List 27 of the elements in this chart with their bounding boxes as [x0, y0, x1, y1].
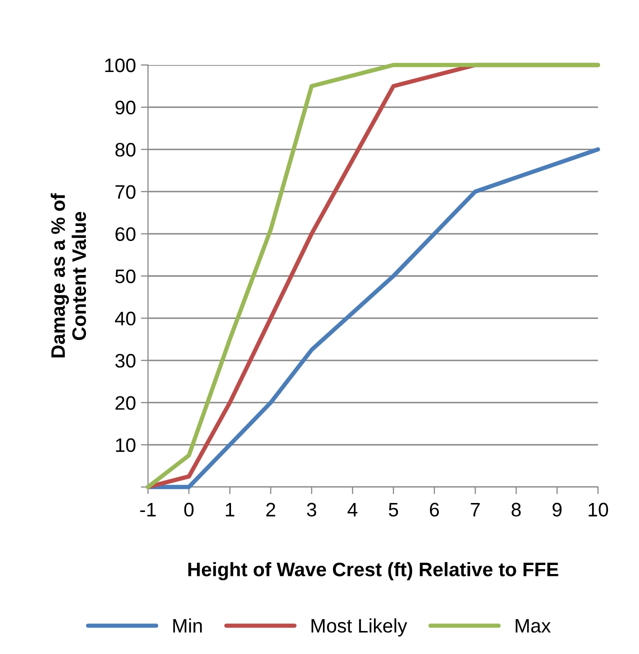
y-tick-label: 50 — [115, 269, 136, 284]
x-tick-label: 4 — [348, 502, 358, 516]
x-tick-label: 2 — [266, 502, 276, 516]
x-tick-label: 5 — [388, 502, 398, 517]
legend-label: Min — [173, 618, 202, 632]
x-tick-label: 0 — [184, 502, 194, 517]
y-tick-label: 100 — [105, 58, 136, 72]
y-axis-title: Damage as a % of Content Value — [50, 193, 86, 358]
x-axis-title: Height of Wave Crest (ft) Relative to FFE — [188, 562, 558, 580]
x-tick-label: 9 — [552, 502, 562, 517]
x-tick-label: 3 — [306, 502, 316, 517]
x-tick-label: 1 — [226, 502, 234, 516]
legend-label: Max — [516, 619, 551, 633]
y-tick-label: 40 — [115, 312, 136, 326]
y-tick-label: 70 — [116, 185, 136, 199]
y-tick-label: 60 — [116, 227, 136, 242]
x-tick-label: 6 — [430, 502, 439, 517]
legend-label: Most Likely — [312, 618, 408, 636]
y-tick-label: 10 — [116, 438, 136, 452]
x-tick-label: 8 — [512, 502, 521, 517]
y-tick-label: 90 — [115, 100, 136, 114]
y-tick-label: 80 — [115, 142, 136, 157]
x-tick-label: 7 — [470, 502, 480, 516]
y-tick-label: 20 — [116, 396, 136, 410]
x-tick-label: -1 — [140, 502, 156, 516]
y-tick-label: 30 — [115, 354, 136, 368]
x-tick-label: 10 — [588, 502, 608, 517]
